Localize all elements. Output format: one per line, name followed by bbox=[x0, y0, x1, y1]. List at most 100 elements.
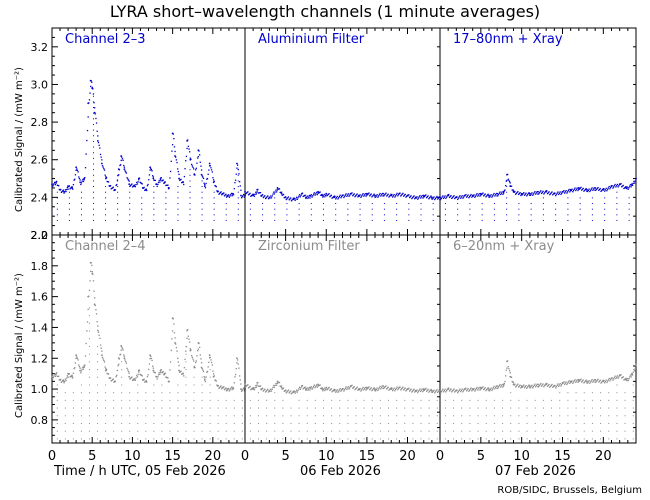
data-point-2 bbox=[597, 186, 599, 189]
data-point-4 bbox=[362, 386, 364, 389]
data-point-3 bbox=[204, 380, 207, 383]
data-point-5 bbox=[524, 385, 526, 388]
data-point-4 bbox=[435, 390, 437, 392]
data-point-3 bbox=[199, 346, 201, 349]
data-point-3 bbox=[97, 325, 99, 327]
data-point-1 bbox=[428, 197, 431, 199]
data-point-1 bbox=[270, 197, 273, 199]
data-point-1 bbox=[316, 193, 318, 196]
data-point-2 bbox=[497, 193, 500, 196]
data-point-5 bbox=[473, 387, 475, 390]
data-marker-4-6 bbox=[280, 386, 283, 389]
data-marker-2-0 bbox=[439, 196, 441, 199]
data-marker-2-16 bbox=[553, 192, 556, 195]
data-point-2 bbox=[615, 185, 618, 187]
dropout-point-3 bbox=[137, 415, 139, 417]
dropout-point-0 bbox=[129, 197, 131, 199]
data-point-4 bbox=[377, 388, 380, 390]
dropout-point-4 bbox=[266, 438, 268, 440]
dropout-point-0 bbox=[80, 219, 82, 221]
data-point-2 bbox=[631, 184, 633, 186]
data-point-3 bbox=[102, 358, 104, 360]
data-point-0 bbox=[197, 155, 199, 158]
data-point-1 bbox=[320, 194, 322, 196]
data-marker-4-2 bbox=[256, 382, 259, 384]
data-point-4 bbox=[423, 389, 426, 391]
dropout-point-4 bbox=[314, 415, 316, 417]
data-point-2 bbox=[523, 194, 526, 196]
dropout-point-5 bbox=[559, 399, 561, 401]
data-point-5 bbox=[604, 382, 606, 384]
data-point-0 bbox=[58, 185, 60, 187]
data-point-3 bbox=[118, 363, 120, 365]
dropout-point-4 bbox=[371, 415, 373, 417]
data-point-5 bbox=[603, 379, 605, 382]
data-point-3 bbox=[238, 375, 241, 377]
data-point-3 bbox=[98, 334, 100, 336]
data-point-1 bbox=[349, 194, 351, 196]
data-point-4 bbox=[272, 386, 274, 389]
dropout-point-3 bbox=[153, 430, 155, 432]
data-point-1 bbox=[278, 188, 280, 190]
data-marker-4-20 bbox=[374, 388, 376, 390]
dropout-point-4 bbox=[404, 422, 406, 424]
data-point-2 bbox=[524, 193, 526, 195]
dropout-point-0 bbox=[153, 186, 155, 188]
data-point-2 bbox=[555, 193, 558, 196]
dropout-point-2 bbox=[530, 208, 532, 210]
data-point-1 bbox=[401, 193, 403, 195]
data-point-4 bbox=[432, 390, 434, 392]
data-point-1 bbox=[266, 196, 268, 198]
data-point-4 bbox=[369, 388, 372, 390]
x-tick-label-3-5: 5 bbox=[88, 449, 96, 464]
dropout-point-5 bbox=[542, 407, 544, 409]
data-point-2 bbox=[592, 188, 595, 190]
data-point-0 bbox=[97, 141, 100, 144]
data-point-3 bbox=[96, 321, 98, 323]
data-marker-1-0 bbox=[244, 190, 246, 193]
data-point-0 bbox=[207, 173, 209, 175]
dropout-point-3 bbox=[80, 430, 82, 432]
dropout-point-5 bbox=[469, 407, 471, 409]
data-point-4 bbox=[321, 387, 323, 389]
data-point-3 bbox=[117, 364, 119, 367]
data-point-3 bbox=[91, 264, 93, 267]
data-point-0 bbox=[160, 176, 162, 179]
dropout-point-3 bbox=[97, 415, 99, 417]
dropout-point-1 bbox=[396, 214, 398, 216]
data-point-3 bbox=[55, 374, 57, 376]
data-point-3 bbox=[136, 376, 139, 378]
dropout-point-1 bbox=[420, 208, 422, 210]
data-point-5 bbox=[558, 385, 560, 387]
data-point-2 bbox=[559, 191, 561, 193]
data-point-3 bbox=[214, 379, 217, 382]
data-point-5 bbox=[633, 370, 636, 372]
dropout-point-5 bbox=[591, 399, 593, 401]
data-point-0 bbox=[204, 187, 207, 189]
data-point-3 bbox=[223, 389, 226, 391]
data-point-4 bbox=[438, 389, 440, 391]
data-point-4 bbox=[265, 390, 267, 392]
dropout-point-5 bbox=[526, 430, 528, 432]
dropout-point-3 bbox=[233, 407, 235, 409]
data-point-5 bbox=[526, 387, 528, 389]
data-point-1 bbox=[310, 195, 312, 197]
dropout-point-4 bbox=[388, 422, 389, 424]
data-point-4 bbox=[417, 391, 419, 394]
data-point-0 bbox=[97, 135, 99, 137]
data-point-1 bbox=[258, 192, 260, 194]
data-point-1 bbox=[296, 198, 299, 201]
data-marker-0-17 bbox=[113, 188, 116, 191]
data-marker-1-1 bbox=[252, 194, 255, 197]
data-point-3 bbox=[66, 375, 69, 377]
dropout-point-3 bbox=[129, 407, 131, 409]
data-point-2 bbox=[496, 195, 498, 197]
data-marker-3-28 bbox=[155, 375, 158, 378]
dropout-point-2 bbox=[567, 214, 569, 216]
dropout-point-3 bbox=[88, 392, 90, 394]
dropout-point-5 bbox=[567, 392, 569, 394]
data-point-3 bbox=[94, 297, 96, 299]
data-point-3 bbox=[113, 381, 115, 383]
data-point-3 bbox=[104, 366, 106, 368]
data-point-4 bbox=[300, 387, 302, 389]
